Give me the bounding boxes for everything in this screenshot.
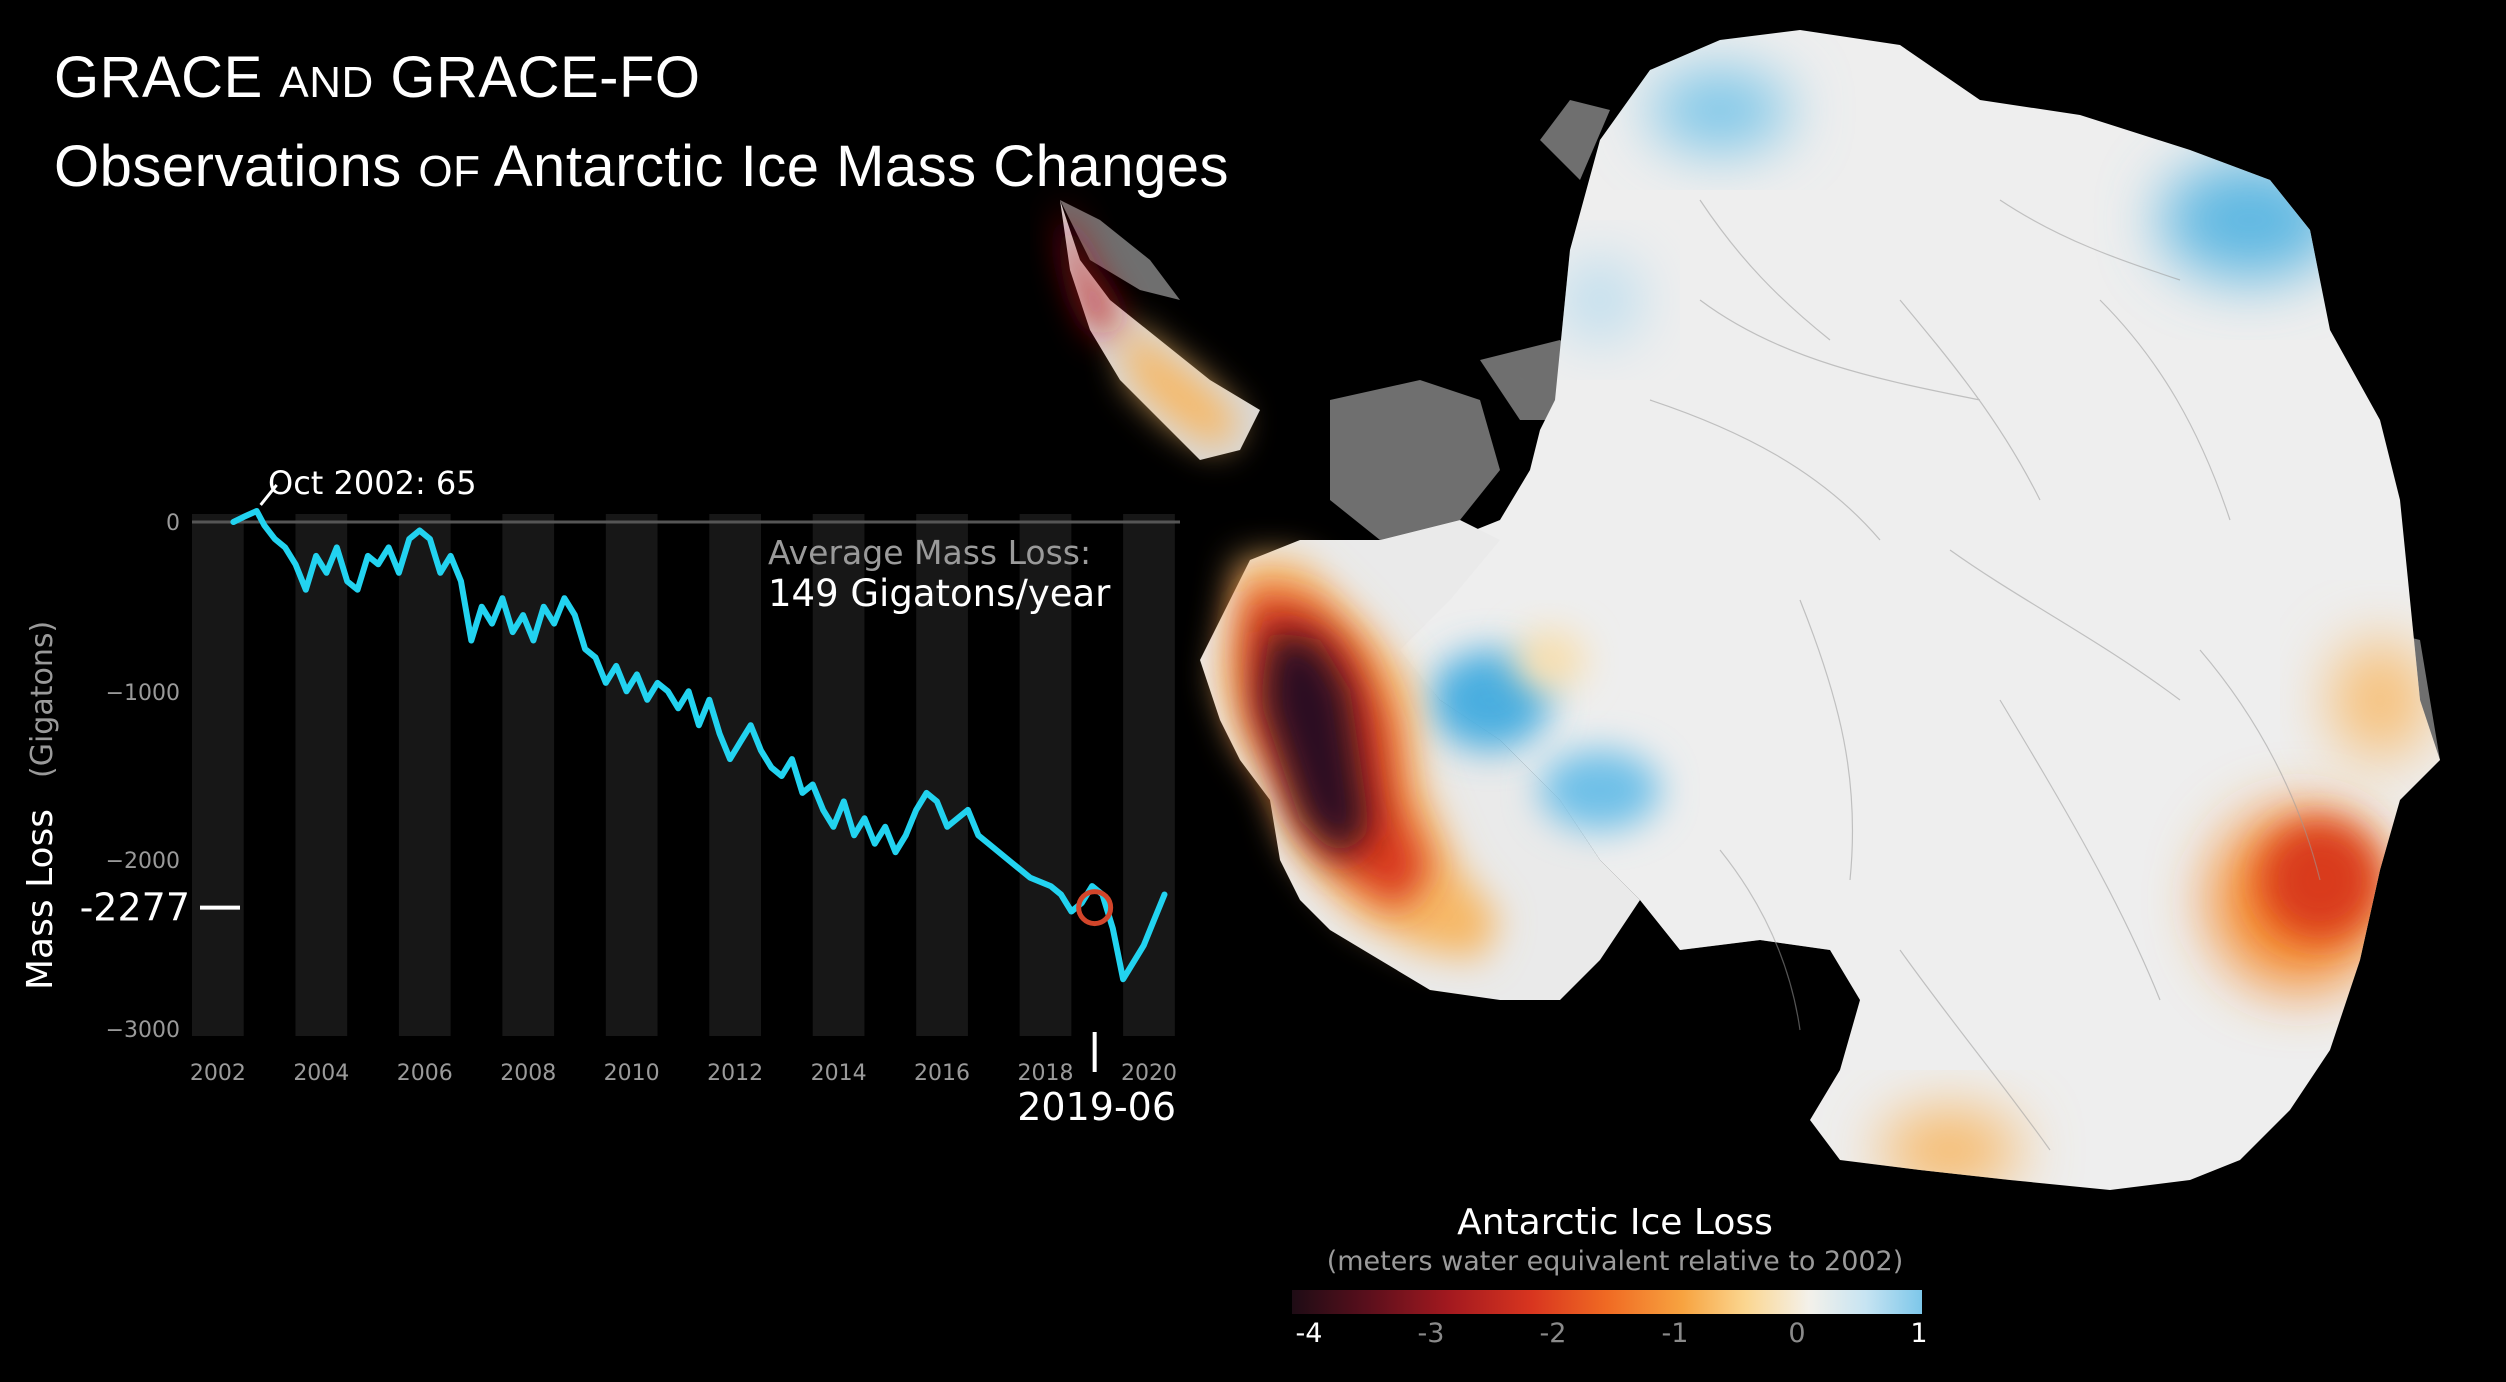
legend-label: 1	[1910, 1318, 1928, 1349]
x-tick-label: 2008	[500, 1061, 556, 1086]
y-tick-label: 0	[166, 511, 180, 536]
legend-subtitle: (meters water equivalent relative to 200…	[1326, 1246, 1904, 1277]
y-tick-label: −1000	[106, 681, 180, 706]
current-date-label: 2019-06	[1017, 1085, 1176, 1129]
year-stripe	[502, 514, 555, 1036]
flow-lines	[1649, 199, 2321, 1151]
y-axis-title: Mass Loss (Gigatons)	[20, 621, 61, 990]
y-axis-label: Mass Loss	[20, 809, 61, 990]
title-grace: GRACE	[54, 45, 263, 110]
year-stripe	[605, 514, 658, 1036]
year-stripe	[295, 514, 348, 1036]
avg-label: Average Mass Loss:	[768, 533, 1091, 572]
current-marker	[1076, 889, 1114, 927]
y-axis-ticks: 0 −1000 −2000 −3000	[106, 511, 180, 1043]
ice-sheet	[1390, 30, 2440, 1190]
title-observations: Observations	[54, 134, 402, 199]
year-stripe	[916, 514, 968, 1036]
x-tick-label: 2002	[190, 1061, 246, 1086]
x-tick-label: 2016	[914, 1061, 970, 1086]
x-tick-label: 2020	[1121, 1061, 1177, 1086]
year-stripe	[812, 514, 865, 1036]
y-axis-unit: (Gigatons)	[25, 621, 60, 778]
x-tick-label: 2014	[811, 1061, 867, 1086]
legend-label: -2	[1539, 1318, 1567, 1349]
x-tick-label: 2006	[397, 1061, 453, 1086]
x-tick-label: 2004	[293, 1061, 349, 1086]
y-tick-label: −3000	[106, 1018, 180, 1043]
amundsen-loss	[1220, 560, 1500, 960]
legend-label: -3	[1417, 1318, 1445, 1349]
title-line-2: Observations OF Antarctic Ice Mass Chang…	[54, 125, 1229, 214]
x-tick-label: 2012	[707, 1061, 763, 1086]
current-value-label: -2277	[80, 886, 190, 930]
year-stripes	[192, 514, 1175, 1036]
legend-title: Antarctic Ice Loss	[1457, 1202, 1773, 1243]
title-line-1: GRACE AND GRACE-FO	[54, 36, 1229, 125]
x-tick-label: 2010	[604, 1061, 660, 1086]
legend-label: -4	[1295, 1318, 1323, 1349]
start-leader-line	[259, 484, 278, 506]
x-axis-ticks: 2002 2004 2006 2008 2010 2012 2014 2016 2018 2020	[190, 1061, 1177, 1086]
peninsula-loss	[1060, 200, 1240, 450]
year-stripe	[192, 514, 244, 1036]
page-title: GRACE AND GRACE-FO Observations OF Antar…	[54, 36, 1229, 214]
title-of: OF	[418, 147, 481, 196]
legend-colorbar	[1292, 1290, 1922, 1314]
y-tick-label: −2000	[106, 849, 180, 874]
legend-label: -1	[1661, 1318, 1689, 1349]
x-tick-label: 2018	[1018, 1061, 1074, 1086]
legend-label: 0	[1788, 1318, 1806, 1349]
start-annotation: Oct 2002: 65	[268, 464, 477, 502]
title-and: AND	[279, 58, 374, 107]
year-stripe	[709, 514, 762, 1036]
series-line	[230, 508, 1168, 983]
year-stripe	[398, 514, 451, 1036]
title-subject: Antarctic Ice Mass Changes	[493, 134, 1229, 199]
year-stripe	[1019, 514, 1072, 1036]
title-grace-fo: GRACE-FO	[390, 45, 701, 110]
avg-value: 149 Gigatons/year	[768, 572, 1111, 615]
year-stripe	[1123, 514, 1175, 1036]
